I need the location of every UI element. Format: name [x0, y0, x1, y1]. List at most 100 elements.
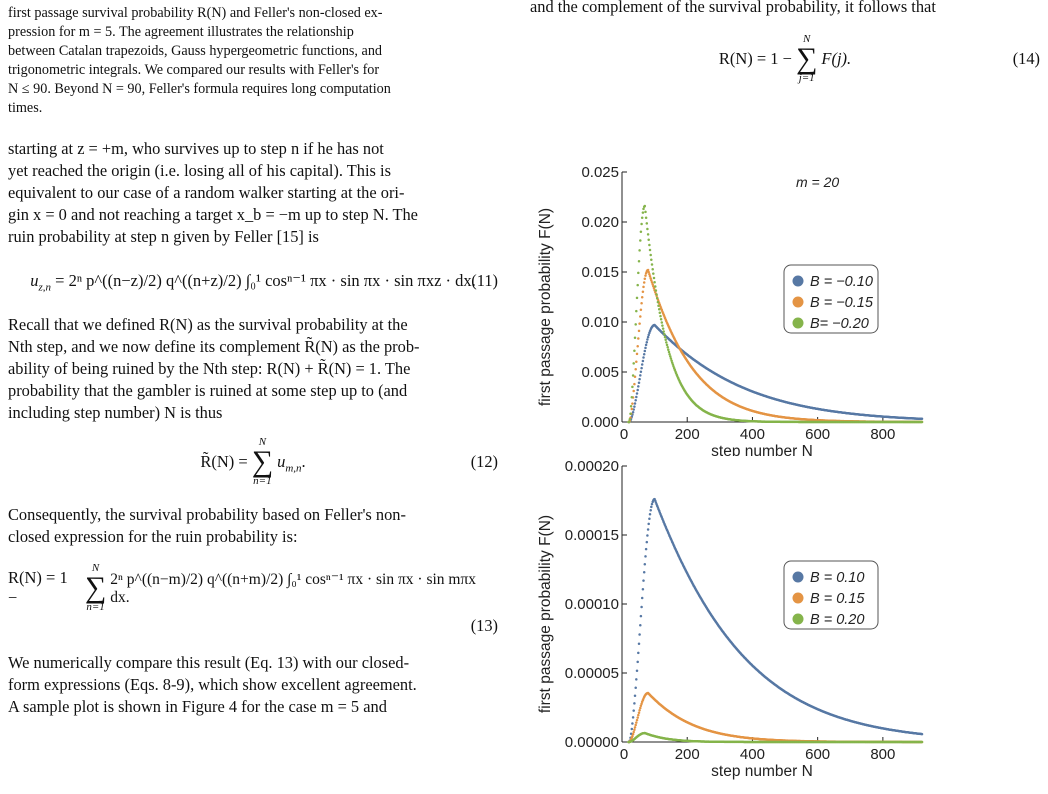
text-line: Nth step, and we now define its compleme… — [8, 337, 420, 356]
y-tick-label: 0.00005 — [565, 665, 619, 682]
sigma-glyph: ∑ — [84, 571, 107, 604]
x-tick-label: 200 — [675, 746, 700, 763]
data-point — [642, 285, 645, 289]
legend-label: B = 0.15 — [810, 591, 865, 607]
data-point — [652, 276, 656, 280]
y-tick-label: 0.025 — [581, 164, 619, 181]
data-point — [645, 222, 649, 225]
caption-line: trigonometric integrals. We compared our… — [8, 62, 380, 78]
data-point — [633, 728, 636, 732]
data-point — [633, 726, 637, 729]
data-point — [636, 283, 639, 287]
data-point — [670, 359, 673, 362]
data-point — [637, 271, 640, 275]
eq12-lhs: R̃(N) = — [200, 452, 248, 471]
data-point — [663, 333, 666, 336]
eq11-lhs: u — [30, 271, 39, 290]
eq14-number: (14) — [1012, 49, 1040, 68]
caption-line: first passage survival probability R(N) … — [8, 5, 383, 21]
data-point — [633, 694, 637, 698]
x-tick-label: 600 — [805, 426, 830, 443]
data-point — [652, 285, 655, 288]
data-point — [637, 385, 640, 388]
data-point — [635, 678, 638, 681]
data-point — [642, 579, 645, 582]
data-point — [638, 249, 641, 252]
caption-line: times. — [8, 100, 43, 116]
y-tick-label: 0.020 — [581, 214, 619, 231]
x-tick-label: 600 — [805, 746, 830, 763]
data-point — [636, 660, 639, 664]
data-point — [639, 315, 642, 318]
sum-lower: j=1 — [798, 72, 815, 84]
y-tick-label: 0.000 — [581, 414, 619, 431]
y-tick-label: 0.00000 — [565, 734, 619, 751]
data-point — [632, 362, 635, 365]
chart-negative-bias: 0.000 0.005 0.010 0.015 0.020 0.025 0 200 400 600… — [537, 164, 924, 456]
eq14-lhs: R(N) = 1 − — [718, 49, 792, 68]
data-point — [655, 293, 658, 296]
data-point — [631, 402, 634, 405]
data-point — [644, 555, 647, 558]
data-point — [646, 227, 649, 231]
sum-upper: N — [258, 436, 267, 448]
data-point — [640, 222, 643, 226]
data-point — [651, 267, 654, 271]
data-point — [652, 287, 656, 290]
data-point — [633, 336, 637, 339]
y-tick-label: 0.00015 — [565, 527, 619, 544]
legend-label: B = −0.15 — [810, 295, 874, 311]
eq13-lhs: R(N) = 1 − — [8, 568, 68, 607]
data-point — [642, 570, 646, 574]
data-point — [644, 343, 648, 347]
data-point — [637, 713, 640, 717]
series-points — [627, 731, 924, 744]
data-point — [648, 275, 652, 278]
data-point — [666, 346, 669, 349]
data-point — [627, 420, 631, 424]
paragraph-comparison: We numerically compare this result (Eq. … — [8, 652, 498, 718]
data-point — [920, 732, 924, 736]
data-point — [661, 327, 665, 330]
data-point — [644, 547, 648, 551]
data-point — [650, 263, 654, 266]
data-point — [641, 359, 645, 363]
text-line: closed expression for the ruin probabili… — [8, 527, 298, 546]
data-point — [648, 272, 651, 276]
data-point — [638, 377, 641, 381]
data-point — [647, 270, 650, 274]
legend-box — [783, 560, 879, 630]
x-axis-label: step number N — [711, 443, 813, 456]
data-point — [633, 702, 636, 705]
series-points — [627, 204, 924, 424]
data-point — [667, 350, 671, 354]
text-line: ability of being ruined by the Nth step:… — [8, 359, 411, 378]
text-line: ruin probability at step n given by Fell… — [8, 227, 319, 246]
data-point — [640, 596, 644, 600]
sum-lower: n=1 — [253, 475, 272, 487]
data-point — [630, 407, 634, 411]
data-point — [920, 420, 924, 424]
data-point — [671, 363, 675, 366]
data-point — [670, 361, 674, 364]
data-point — [638, 633, 641, 636]
eq11-number: (11) — [471, 271, 498, 290]
x-tick-label: 400 — [740, 746, 765, 763]
y-axis-label: first passage probability F(N) — [537, 515, 554, 713]
data-point — [633, 405, 636, 408]
data-point — [637, 329, 641, 333]
legend-label: B = 0.10 — [810, 570, 864, 586]
data-point — [641, 587, 645, 591]
data-point — [637, 259, 641, 263]
data-point — [646, 528, 650, 531]
text-line: probability that the gambler is ruined a… — [8, 381, 408, 400]
data-point — [634, 686, 637, 689]
text-line: Recall that we defined R(N) as the survi… — [8, 315, 408, 334]
figure-caption: first passage survival probability R(N) … — [8, 4, 498, 118]
data-point — [642, 207, 645, 211]
data-point — [641, 211, 645, 214]
text-line: gin x = 0 and not reaching a target x_b … — [8, 205, 418, 224]
text-line: equivalent to our case of a random walke… — [8, 183, 405, 202]
legend: B = −0.10 B = −0.15 B= −0.20 — [783, 264, 879, 334]
data-point — [635, 360, 638, 363]
